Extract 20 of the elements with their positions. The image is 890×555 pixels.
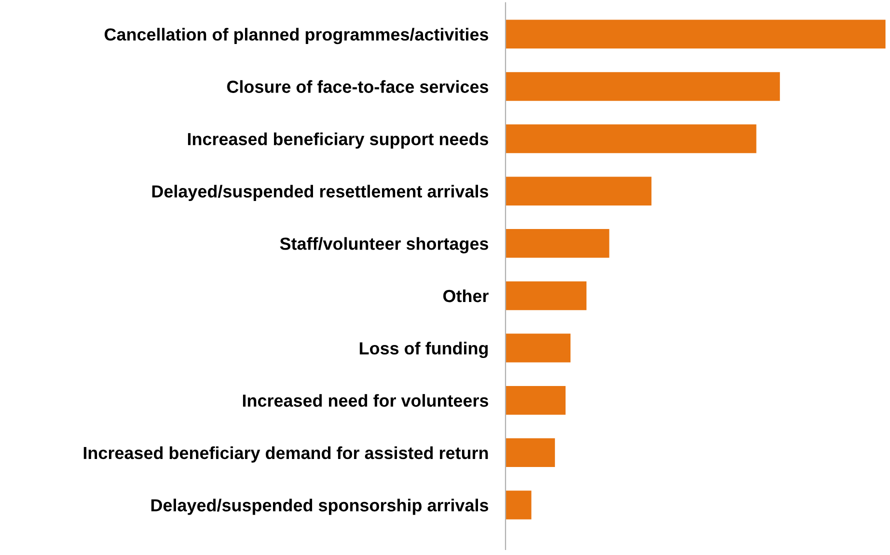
y-tick-label: Increased beneficiary demand for assisted return	[84, 446, 488, 463]
bar	[506, 229, 610, 258]
y-tick-label: Increased need for volunteers	[243, 394, 488, 407]
bar	[506, 72, 780, 101]
bar	[506, 124, 756, 154]
y-tick-label: Other	[443, 289, 489, 302]
y-tick-label: Loss of funding	[360, 342, 488, 358]
y-tick-label: Delayed/suspended sponsorship arrivals	[151, 498, 488, 515]
y-tick-label: Cancellation of planned programmes/activities	[104, 28, 488, 44]
bar	[506, 386, 566, 415]
bar	[506, 281, 586, 310]
bar	[506, 334, 571, 362]
y-tick-label: Delayed/suspended resettlement arrivals	[152, 184, 488, 201]
bar	[506, 176, 652, 206]
bar	[506, 438, 555, 468]
bar	[506, 20, 886, 49]
y-tick-label: Increased beneficiary support needs	[188, 132, 488, 149]
y-tick-label: Closure of face-to-face services	[227, 80, 488, 93]
bar	[506, 490, 532, 520]
y-tick-label: Staff/volunteer shortages	[280, 237, 488, 254]
